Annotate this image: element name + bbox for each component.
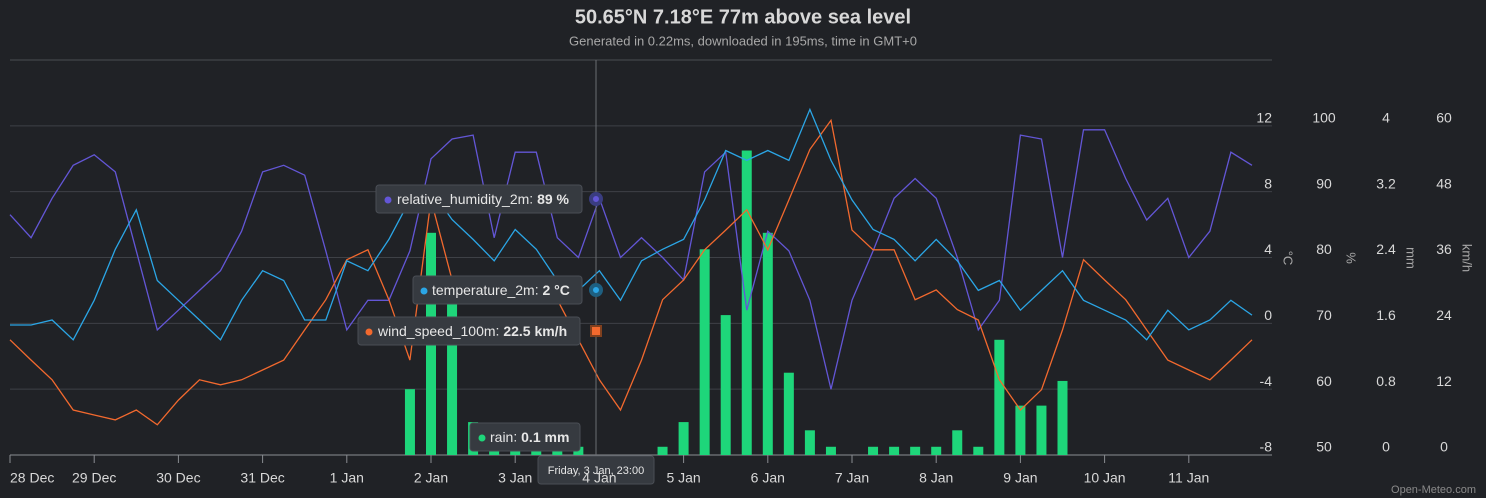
bar [952,430,963,455]
tooltip-time: Friday, 3 Jan, 23:00 [548,465,644,477]
x-tick-label: 10 Jan [1084,470,1126,486]
bar [720,315,731,455]
y-tick-label: 4 [1382,110,1390,126]
hover-dot [589,192,603,206]
y-tick-label: 24 [1436,307,1452,323]
chart-title: 50.65°N 7.18°E 77m above sea level [575,6,911,28]
y-tick-label: 2.4 [1376,241,1396,257]
y-tick-label: 3.2 [1376,175,1396,191]
y-tick-label: 0 [1440,439,1448,455]
tooltip-label: wind_speed_100m: 22.5 km/h [377,323,567,339]
x-tick-label: 7 Jan [835,470,869,486]
x-tick-label: 11 Jan [1168,470,1209,486]
y-tick-label: 80 [1316,241,1332,257]
line [9,118,1253,426]
y-tick-label: 12 [1256,110,1272,126]
bar [868,446,879,455]
bar [931,446,942,455]
x-tick-label: 1 Jan [330,470,364,486]
y-tick-label: 0 [1264,307,1272,323]
line [9,129,1253,390]
x-tick-label: 30 Dec [156,470,200,486]
y-tick-label: 0 [1382,439,1390,455]
bar [762,232,773,455]
y-tick-label: 90 [1316,175,1332,191]
y-tick-label: 100 [1312,110,1336,126]
x-tick-label: 28 Dec [10,470,54,486]
bar [1036,405,1047,455]
bar [825,446,836,455]
y-tick-label: 60 [1436,110,1452,126]
bar [1015,405,1026,455]
bar [804,430,815,455]
bar [741,150,752,456]
hover-dot [589,283,603,297]
bar [994,339,1005,455]
bar [910,446,921,455]
x-tick-label: 8 Jan [919,470,953,486]
y-tick-label: 48 [1436,175,1452,191]
y-tick-label: 0.8 [1376,373,1396,389]
axis-title: % [1344,252,1359,264]
line [10,107,1253,341]
bar [973,446,984,455]
hover-dot [590,325,602,337]
bar [889,446,900,455]
y-tick-label: -4 [1260,373,1273,389]
x-tick-label: 4 Jan [582,470,616,486]
y-tick-label: 1.6 [1376,307,1396,323]
chart-subtitle: Generated in 0.22ms, downloaded in 195ms… [569,33,917,48]
x-tick-label: 31 Dec [240,470,284,486]
axis-title: km/h [1460,244,1475,272]
axis-title: °C [1281,251,1296,266]
tooltip-label: temperature_2m: 2 °C [432,282,570,298]
bar [678,422,689,455]
tooltip-label: rain: 0.1 mm [490,429,569,445]
bar [1057,380,1068,455]
axis-title: mm [1404,247,1419,269]
y-tick-label: 12 [1436,373,1452,389]
x-tick-label: 3 Jan [498,470,532,486]
y-tick-label: 4 [1264,241,1272,257]
tooltip-label: relative_humidity_2m: 89 % [397,191,570,207]
tooltip: relative_humidity_2m: 89 % temperature_2… [357,184,655,485]
y-tick-label: 50 [1316,439,1332,455]
y-tick-label: 60 [1316,373,1332,389]
x-tick-label: 29 Dec [72,470,116,486]
y-tick-label: -8 [1260,439,1273,455]
credit: Open-Meteo.com [1391,484,1476,496]
x-tick-label: 9 Jan [1003,470,1037,486]
bar [657,446,668,455]
bar [447,298,458,455]
y-tick-label: 70 [1316,307,1332,323]
bar [404,389,415,455]
x-tick-label: 5 Jan [666,470,700,486]
y-tick-label: 36 [1436,241,1452,257]
bar [699,249,710,455]
bar [783,372,794,455]
y-tick-label: 8 [1264,175,1272,191]
x-tick-label: 6 Jan [751,470,785,486]
x-tick-label: 2 Jan [414,470,448,486]
